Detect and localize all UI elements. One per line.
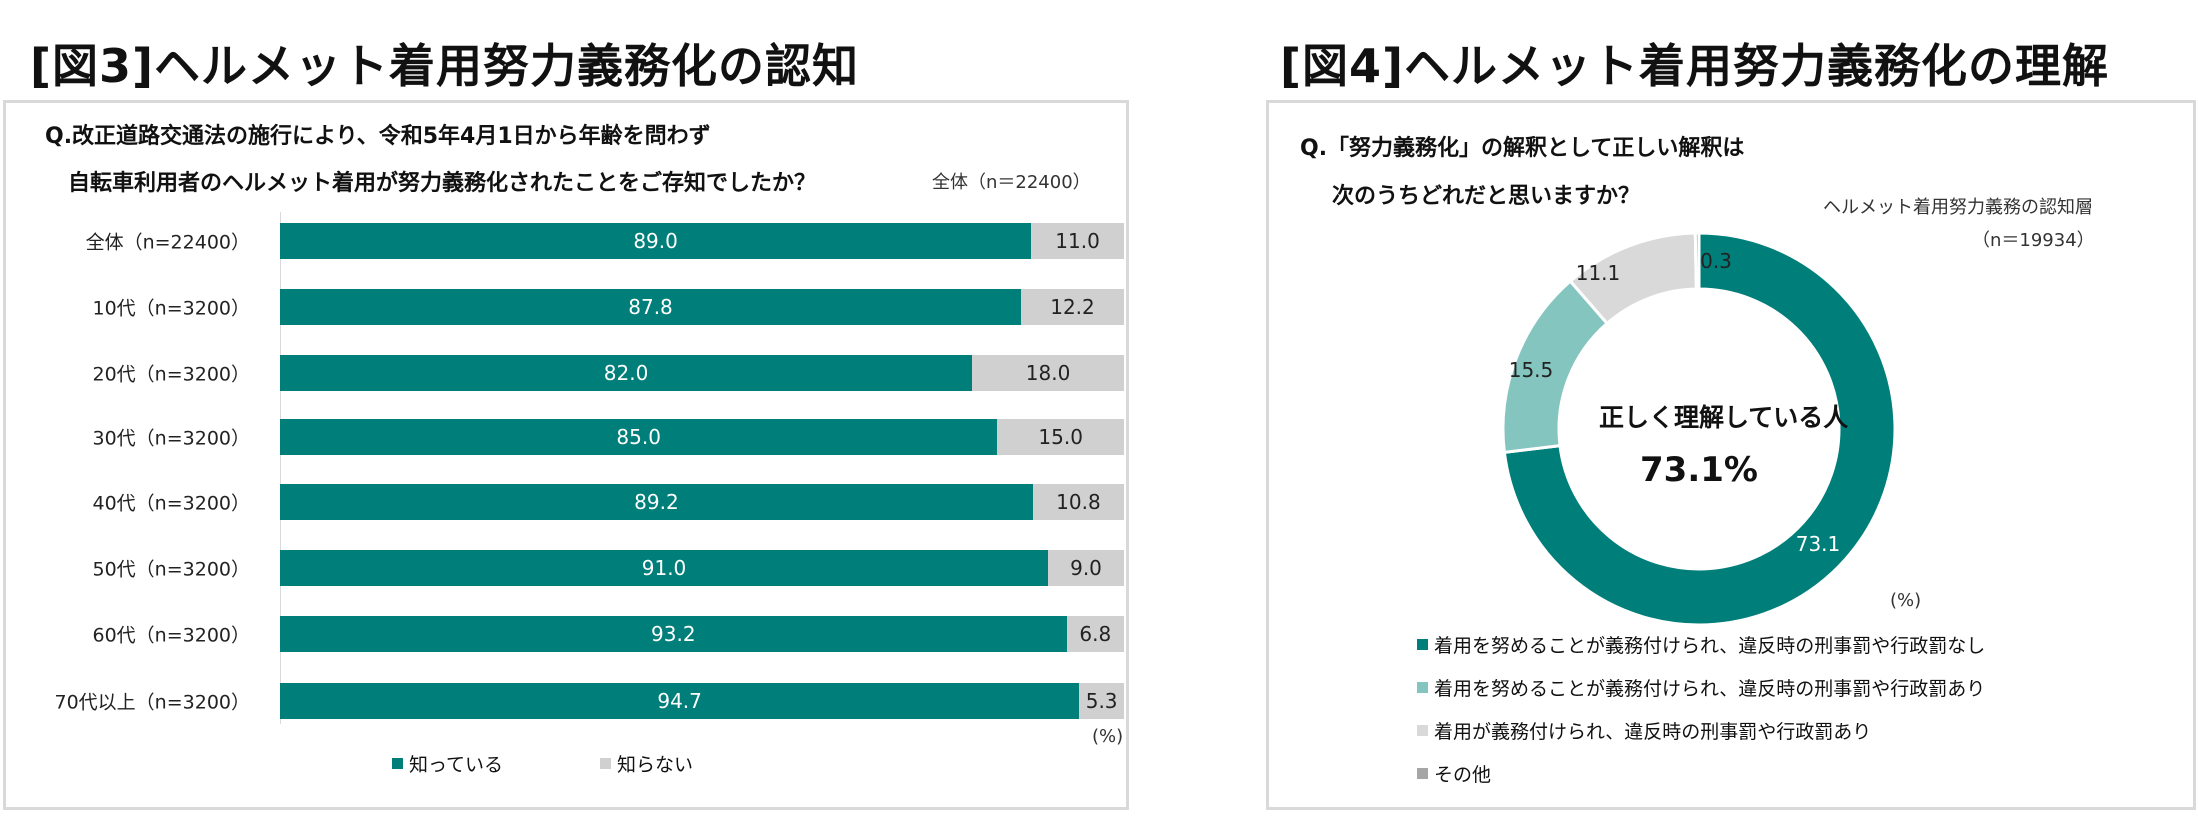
slice-data-label: 15.5 [1509, 358, 1554, 382]
bar-unknown: 5.3 [1079, 683, 1124, 719]
legend-label: 着用を努めることが義務付けられ、違反時の刑事罰や行政罰なし [1434, 635, 1986, 657]
fig4-legend-item: 着用が義務付けられ、違反時の刑事罰や行政罰あり [1417, 717, 1871, 744]
data-label: 91.0 [641, 556, 687, 580]
bar-unknown: 11.0 [1031, 223, 1124, 259]
fig4-legend-item: 着用を努めることが義務付けられ、違反時の刑事罰や行政罰なし [1417, 631, 1985, 658]
data-label: 94.7 [657, 689, 702, 713]
bar-known: 89.2 [280, 484, 1033, 520]
category-label: 30代（n=3200） [92, 427, 251, 450]
data-label: 87.8 [628, 295, 673, 319]
bar-known: 94.7 [280, 683, 1080, 719]
category-label: 60代（n=3200） [92, 624, 251, 647]
legend-label: 着用が義務付けられ、違反時の刑事罰や行政罰あり [1434, 721, 1872, 743]
bar-known: 93.2 [280, 616, 1067, 652]
bar-unknown: 10.8 [1032, 484, 1124, 520]
fig4-panel [1266, 100, 2196, 810]
legend-label: 知っている [409, 754, 504, 776]
category-label: 50代（n=3200） [92, 558, 251, 581]
legend-swatch [1417, 639, 1428, 650]
legend-label: 知らない [617, 754, 694, 776]
data-label: 9.0 [1070, 556, 1102, 580]
data-label: 15.0 [1038, 425, 1083, 449]
fig4-question-line2: 次のうちどれだと思いますか？ [1332, 184, 1641, 209]
bar-known: 91.0 [280, 550, 1049, 586]
category-label: 70代以上（n=3200） [54, 691, 251, 714]
bar-unknown: 12.2 [1021, 289, 1124, 325]
data-label: 82.0 [603, 361, 649, 385]
bar-unknown: 9.0 [1048, 550, 1124, 586]
fig3-unit: (%) [1092, 726, 1124, 747]
slice-data-label: 0.3 [1700, 249, 1732, 273]
fig4-question-line1: Q.「努力義務化」の解釈として正しい解釈は [1300, 136, 1745, 161]
data-label: 6.8 [1079, 622, 1112, 646]
bar-known: 87.8 [280, 289, 1022, 325]
fig3-sample-note: 全体（n＝22400） [932, 172, 1091, 193]
bar-known: 85.0 [280, 419, 998, 455]
fig3-question-line2: 自転車利用者のヘルメット着用が努力義務化されたことをご存知でしたか？ [68, 171, 817, 196]
legend-swatch [1417, 725, 1428, 736]
legend-swatch [1417, 682, 1428, 693]
bar-known: 89.0 [280, 223, 1032, 259]
data-label: 5.3 [1085, 689, 1118, 713]
legend-label: 着用を努めることが義務付けられ、違反時の刑事罰や行政罰あり [1434, 678, 1986, 700]
fig4-unit: (%) [1890, 590, 1922, 611]
fig3-panel [3, 100, 1129, 810]
fig3-title: [図3]ヘルメット着用努力義務化の認知 [30, 39, 860, 93]
bar-unknown: 15.0 [997, 419, 1124, 455]
fig4-legend-item: 着用を努めることが義務付けられ、違反時の刑事罰や行政罰あり [1417, 674, 1985, 701]
data-label: 10.8 [1056, 490, 1101, 514]
data-label: 93.2 [651, 622, 696, 646]
legend-label: その他 [1434, 764, 1492, 786]
data-label: 89.0 [633, 229, 678, 253]
donut-center-value: 73.1% [1640, 450, 1758, 490]
fig4-legend-item: その他 [1417, 760, 1491, 787]
category-label: 全体（n=22400） [85, 231, 250, 254]
slice-data-label: 11.1 [1576, 261, 1621, 285]
bar-unknown: 6.8 [1066, 616, 1124, 652]
category-label: 10代（n=3200） [92, 297, 251, 320]
data-label: 12.2 [1050, 295, 1095, 319]
data-label: 89.2 [634, 490, 679, 514]
fig3-legend-unknown: 知らない [600, 750, 693, 777]
category-label: 40代（n=3200） [92, 492, 251, 515]
fig4-sample-note-line2: （n＝19934） [1972, 230, 2095, 251]
category-label: 20代（n=3200） [92, 363, 251, 386]
fig3-legend-known: 知っている [392, 750, 503, 777]
data-label: 11.0 [1055, 229, 1100, 253]
fig4-sample-note-line1: ヘルメット着用努力義務の認知層 [1823, 197, 2093, 218]
donut-center-label: 正しく理解している人 [1599, 403, 1849, 432]
fig4-title: [図4]ヘルメット着用努力義務化の理解 [1280, 39, 2110, 93]
bar-known: 82.0 [280, 355, 973, 391]
donut-slice [1693, 231, 1701, 291]
donut-slice [1502, 231, 1897, 627]
bar-unknown: 18.0 [972, 355, 1124, 391]
legend-swatch [600, 758, 611, 769]
data-label: 18.0 [1025, 361, 1071, 385]
fig3-axis-line [280, 212, 281, 724]
data-label: 85.0 [616, 425, 661, 449]
fig3-question-line1: Q.改正道路交通法の施行により、令和5年4月1日から年齢を問わず [45, 124, 711, 149]
legend-swatch [392, 758, 403, 769]
slice-data-label: 73.1 [1796, 532, 1841, 556]
legend-swatch [1417, 768, 1428, 779]
